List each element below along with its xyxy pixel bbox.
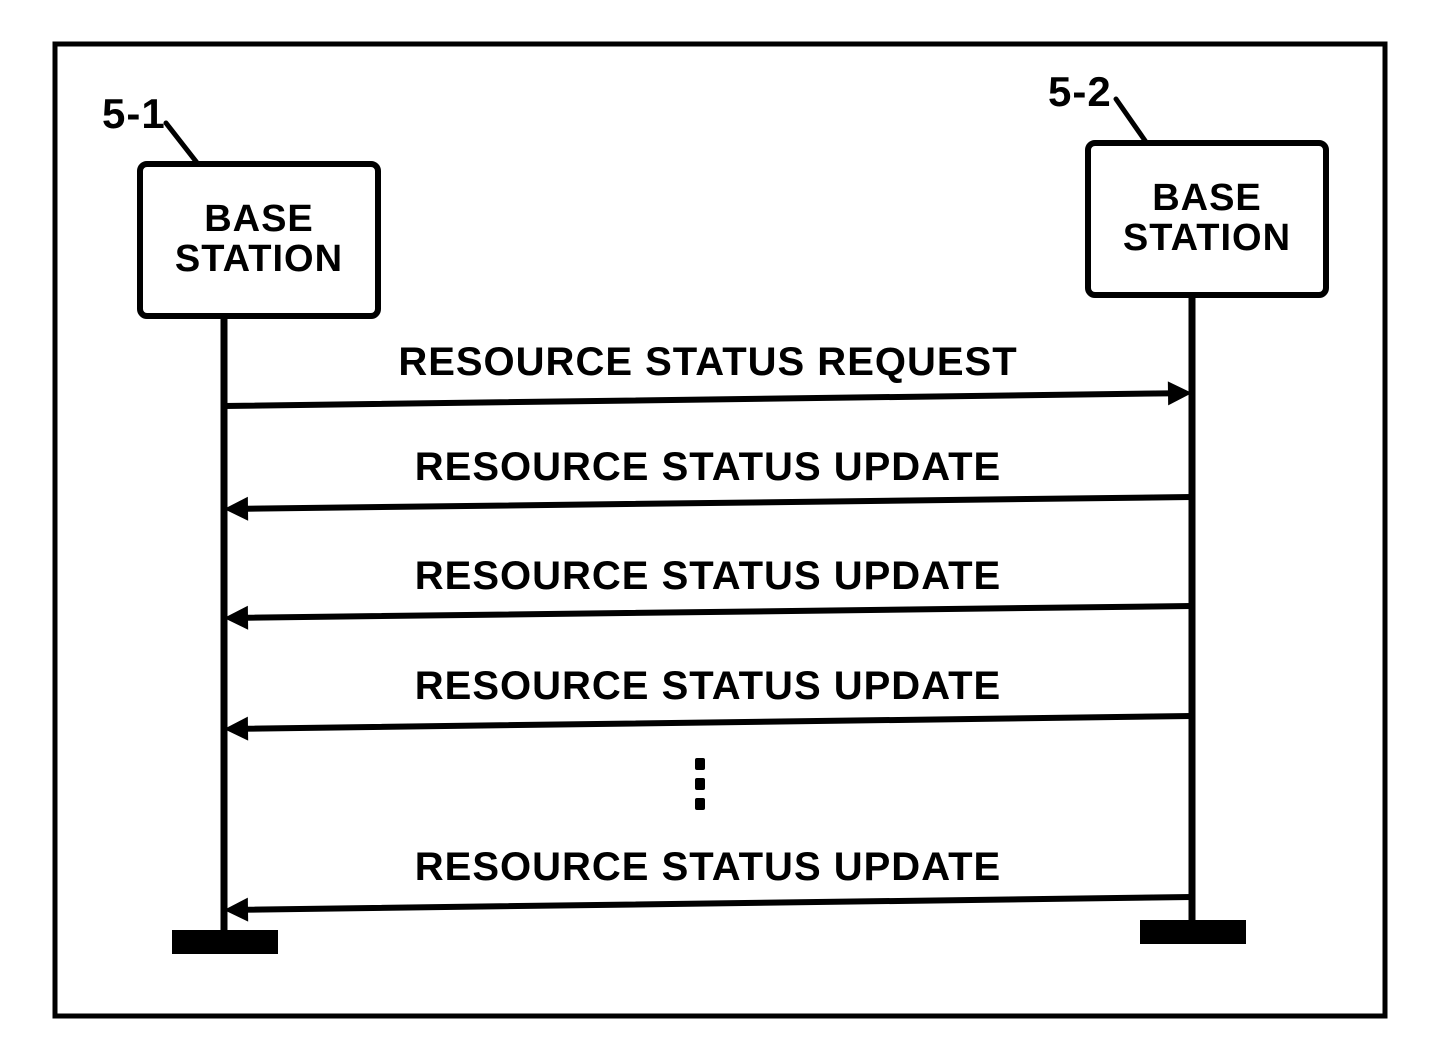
message-text-0: RESOURCE STATUS REQUEST bbox=[398, 340, 1017, 384]
right-base-station-line2: STATION bbox=[1123, 219, 1291, 259]
right-node-callout-text: 5-2 bbox=[1048, 68, 1112, 115]
left-base-station-line1: BASE bbox=[204, 200, 314, 240]
message-text-2: RESOURCE STATUS UPDATE bbox=[415, 554, 1001, 598]
right-node-callout-label: 5-2 bbox=[1048, 68, 1112, 116]
right-base-station-line1: BASE bbox=[1152, 179, 1262, 219]
left-base-station-line2: STATION bbox=[175, 240, 343, 280]
left-node-callout-label: 5-1 bbox=[102, 90, 166, 138]
right-base-station-box: BASE STATION bbox=[1085, 140, 1329, 298]
message-text-4: RESOURCE STATUS UPDATE bbox=[415, 845, 1001, 889]
message-text-3: RESOURCE STATUS UPDATE bbox=[415, 664, 1001, 708]
left-base-station-box: BASE STATION bbox=[137, 161, 381, 319]
ellipsis-dot-1 bbox=[695, 778, 705, 790]
ellipsis-dot-0 bbox=[695, 758, 705, 770]
message-label-1: RESOURCE STATUS UPDATE bbox=[224, 445, 1192, 490]
message-label-3: RESOURCE STATUS UPDATE bbox=[224, 664, 1192, 709]
message-label-2: RESOURCE STATUS UPDATE bbox=[224, 554, 1192, 599]
message-label-4: RESOURCE STATUS UPDATE bbox=[224, 845, 1192, 890]
diagram-canvas: 5-1 5-2 BASE STATION BASE STATION RESOUR… bbox=[0, 0, 1447, 1053]
left-node-callout-text: 5-1 bbox=[102, 90, 166, 137]
message-text-1: RESOURCE STATUS UPDATE bbox=[415, 445, 1001, 489]
ellipsis-dot-2 bbox=[695, 798, 705, 810]
message-label-0: RESOURCE STATUS REQUEST bbox=[224, 340, 1192, 385]
